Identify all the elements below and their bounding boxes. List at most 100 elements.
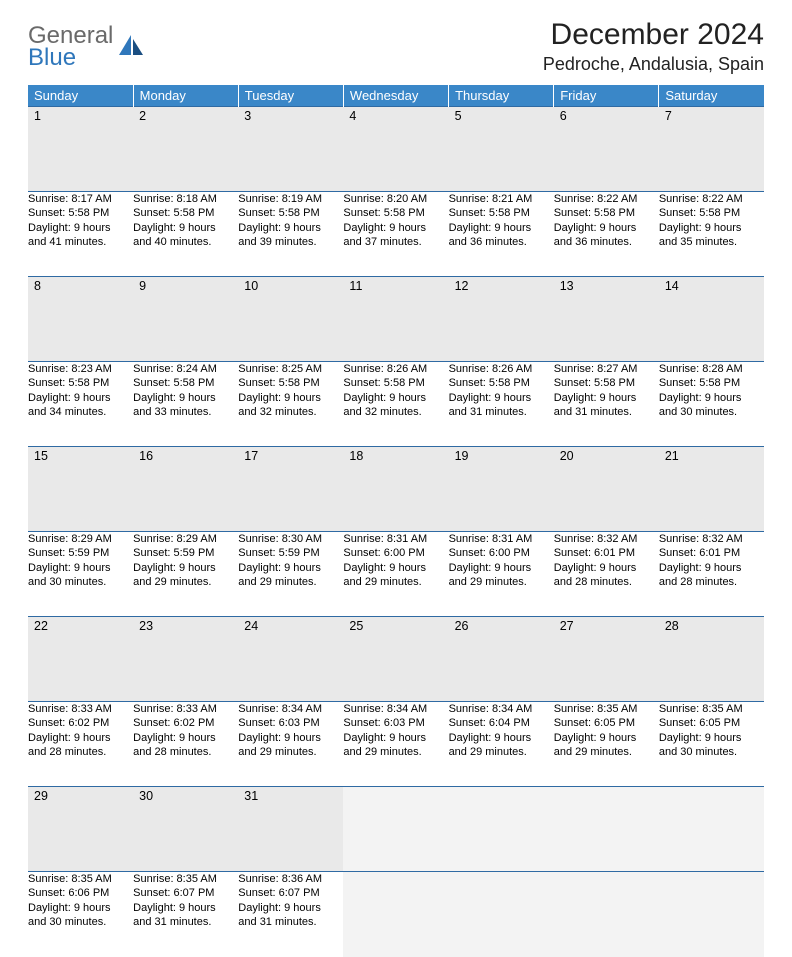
daylight-text: and 31 minutes. [238,915,343,929]
weekday-header: Saturday [659,85,764,107]
day-data-row: Sunrise: 8:23 AMSunset: 5:58 PMDaylight:… [28,362,764,447]
sunset-text: Sunset: 6:00 PM [343,546,448,560]
day-number-cell: 4 [343,107,448,192]
daylight-text: and 28 minutes. [554,575,659,589]
daylight-text: Daylight: 9 hours [659,391,764,405]
day-number-cell: 7 [659,107,764,192]
daylight-text: Daylight: 9 hours [659,221,764,235]
sunset-text: Sunset: 6:02 PM [28,716,133,730]
daylight-text: Daylight: 9 hours [238,221,343,235]
sunset-text: Sunset: 6:07 PM [238,886,343,900]
daylight-text: and 35 minutes. [659,235,764,249]
day-number: 24 [238,617,343,634]
day-number: 21 [659,447,764,464]
sunset-text: Sunset: 5:58 PM [28,206,133,220]
daylight-text: and 36 minutes. [554,235,659,249]
day-number: 12 [449,277,554,294]
logo-text: General Blue [28,24,113,70]
sunrise-text: Sunrise: 8:35 AM [133,872,238,886]
daylight-text: Daylight: 9 hours [449,391,554,405]
page-header: General Blue December 2024 Pedroche, And… [28,18,764,75]
sunset-text: Sunset: 5:59 PM [133,546,238,560]
day-number-cell: 22 [28,617,133,702]
day-data-cell: Sunrise: 8:23 AMSunset: 5:58 PMDaylight:… [28,362,133,447]
day-number-cell: 31 [238,787,343,872]
day-number-cell: 6 [554,107,659,192]
day-data-cell: Sunrise: 8:33 AMSunset: 6:02 PMDaylight:… [28,702,133,787]
day-number: 29 [28,787,133,804]
sunset-text: Sunset: 6:06 PM [28,886,133,900]
day-number-cell [554,787,659,872]
day-number-cell: 14 [659,277,764,362]
day-data-cell: Sunrise: 8:28 AMSunset: 5:58 PMDaylight:… [659,362,764,447]
sunset-text: Sunset: 5:58 PM [659,206,764,220]
sunrise-text: Sunrise: 8:35 AM [659,702,764,716]
day-number: 23 [133,617,238,634]
day-number-cell: 27 [554,617,659,702]
day-data-cell: Sunrise: 8:34 AMSunset: 6:04 PMDaylight:… [449,702,554,787]
day-number-cell: 28 [659,617,764,702]
daylight-text: Daylight: 9 hours [449,221,554,235]
daylight-text: Daylight: 9 hours [449,731,554,745]
sunrise-text: Sunrise: 8:29 AM [133,532,238,546]
daylight-text: Daylight: 9 hours [343,221,448,235]
title-block: December 2024 Pedroche, Andalusia, Spain [543,18,764,75]
sunrise-text: Sunrise: 8:31 AM [449,532,554,546]
sunset-text: Sunset: 5:58 PM [343,206,448,220]
sail-icon [117,33,145,57]
day-data-row: Sunrise: 8:35 AMSunset: 6:06 PMDaylight:… [28,872,764,957]
day-number-cell [449,787,554,872]
day-number-cell: 25 [343,617,448,702]
day-data-cell: Sunrise: 8:36 AMSunset: 6:07 PMDaylight:… [238,872,343,957]
daylight-text: and 30 minutes. [659,745,764,759]
daylight-text: Daylight: 9 hours [343,731,448,745]
day-number-cell: 13 [554,277,659,362]
day-data-cell [449,872,554,957]
daylight-text: and 31 minutes. [554,405,659,419]
daynum-row: 1234567 [28,107,764,192]
sunrise-text: Sunrise: 8:33 AM [28,702,133,716]
day-data-cell: Sunrise: 8:29 AMSunset: 5:59 PMDaylight:… [28,532,133,617]
day-number: 20 [554,447,659,464]
sunrise-text: Sunrise: 8:34 AM [238,702,343,716]
sunset-text: Sunset: 6:07 PM [133,886,238,900]
day-data-cell: Sunrise: 8:17 AMSunset: 5:58 PMDaylight:… [28,192,133,277]
sunrise-text: Sunrise: 8:33 AM [133,702,238,716]
day-number-cell: 3 [238,107,343,192]
daylight-text: Daylight: 9 hours [28,901,133,915]
day-number: 9 [133,277,238,294]
day-data-cell: Sunrise: 8:24 AMSunset: 5:58 PMDaylight:… [133,362,238,447]
day-number-cell: 1 [28,107,133,192]
sunrise-text: Sunrise: 8:35 AM [554,702,659,716]
daylight-text: and 29 minutes. [238,575,343,589]
day-number-cell: 17 [238,447,343,532]
daylight-text: and 37 minutes. [343,235,448,249]
sunset-text: Sunset: 5:58 PM [133,206,238,220]
daylight-text: and 34 minutes. [28,405,133,419]
day-data-row: Sunrise: 8:17 AMSunset: 5:58 PMDaylight:… [28,192,764,277]
sunset-text: Sunset: 6:05 PM [554,716,659,730]
daylight-text: and 31 minutes. [449,405,554,419]
day-number-cell: 18 [343,447,448,532]
day-number-cell: 20 [554,447,659,532]
sunrise-text: Sunrise: 8:26 AM [449,362,554,376]
day-data-cell: Sunrise: 8:34 AMSunset: 6:03 PMDaylight:… [343,702,448,787]
sunset-text: Sunset: 5:58 PM [238,376,343,390]
daylight-text: Daylight: 9 hours [554,561,659,575]
day-number: 10 [238,277,343,294]
daylight-text: Daylight: 9 hours [659,561,764,575]
day-number-cell: 10 [238,277,343,362]
sunrise-text: Sunrise: 8:29 AM [28,532,133,546]
daylight-text: Daylight: 9 hours [659,731,764,745]
daylight-text: Daylight: 9 hours [133,221,238,235]
day-data-cell: Sunrise: 8:32 AMSunset: 6:01 PMDaylight:… [554,532,659,617]
sunrise-text: Sunrise: 8:27 AM [554,362,659,376]
sunset-text: Sunset: 6:05 PM [659,716,764,730]
logo-line2: Blue [28,46,113,70]
sunrise-text: Sunrise: 8:25 AM [238,362,343,376]
day-number: 27 [554,617,659,634]
sunrise-text: Sunrise: 8:30 AM [238,532,343,546]
sunrise-text: Sunrise: 8:32 AM [659,532,764,546]
daylight-text: and 33 minutes. [133,405,238,419]
day-number: 5 [449,107,554,124]
